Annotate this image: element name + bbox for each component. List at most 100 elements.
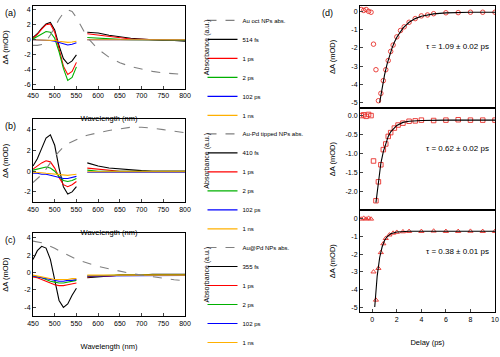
svg-text:-2: -2 [24,51,30,58]
svg-text:700: 700 [136,320,148,327]
svg-text:4: 4 [27,126,31,133]
svg-text:Wavelength (nm): Wavelength (nm) [81,342,138,351]
svg-text:0: 0 [27,36,31,43]
svg-text:1 ns: 1 ns [243,340,254,346]
svg-text:4: 4 [27,234,31,241]
svg-text:τ = 0.62 ± 0.02 ps: τ = 0.62 ± 0.02 ps [426,144,489,153]
svg-text:-5: -5 [351,304,357,311]
svg-text:-4: -4 [24,304,30,311]
svg-text:0: 0 [27,168,31,175]
svg-text:ΔA (mOD): ΔA (mOD) [1,257,10,292]
svg-text:2: 2 [27,252,31,259]
svg-text:650: 650 [114,206,126,213]
svg-text:800: 800 [179,206,191,213]
svg-text:102 ps: 102 ps [243,94,261,100]
svg-text:500: 500 [49,206,61,213]
svg-text:650: 650 [114,320,126,327]
svg-text:-1: -1 [351,26,357,33]
svg-text:10: 10 [491,316,499,323]
svg-text:-1.0: -1.0 [346,150,358,157]
svg-text:-2: -2 [351,44,357,51]
svg-text:2 ps: 2 ps [243,188,254,194]
svg-text:Absorbance (a.u.): Absorbance (a.u.) [203,19,211,75]
svg-text:1 ns: 1 ns [243,226,254,232]
svg-text:1 ps: 1 ps [243,169,254,175]
svg-text:700: 700 [136,92,148,99]
svg-text:500: 500 [49,92,61,99]
svg-text:4: 4 [27,6,31,13]
svg-text:800: 800 [179,92,191,99]
svg-text:-1: -1 [351,233,357,240]
svg-text:ΔA (mOD): ΔA (mOD) [1,143,10,178]
svg-text:450: 450 [27,320,39,327]
svg-text:650: 650 [114,92,126,99]
svg-text:600: 600 [92,206,104,213]
svg-text:Delay (ps): Delay (ps) [410,338,445,347]
svg-text:Absorbance (a.u.): Absorbance (a.u.) [203,133,211,189]
svg-text:Au oct NPs abs.: Au oct NPs abs. [243,18,286,24]
svg-text:(a): (a) [5,8,16,18]
svg-text:0: 0 [354,8,358,15]
svg-text:2: 2 [27,21,31,28]
svg-text:550: 550 [71,320,83,327]
svg-text:2 ps: 2 ps [243,75,254,81]
svg-text:750: 750 [157,92,169,99]
svg-text:1 ps: 1 ps [243,56,254,62]
svg-text:-0.5: -0.5 [346,131,358,138]
svg-text:-2: -2 [351,251,357,258]
svg-text:800: 800 [179,320,191,327]
svg-text:0: 0 [354,215,358,222]
svg-text:102 ps: 102 ps [243,321,261,327]
svg-text:ΔA (mOD): ΔA (mOD) [328,39,337,74]
svg-text:-5: -5 [351,99,357,106]
svg-text:750: 750 [157,206,169,213]
svg-text:-3: -3 [351,63,357,70]
svg-text:-4: -4 [351,286,357,293]
svg-text:2: 2 [395,316,399,323]
svg-text:0: 0 [370,316,374,323]
svg-text:Wavelength (nm): Wavelength (nm) [81,228,138,237]
svg-text:2: 2 [27,147,31,154]
svg-text:4: 4 [419,316,423,323]
svg-text:1 ns: 1 ns [243,113,254,119]
svg-text:ΔA (mOD): ΔA (mOD) [1,30,10,65]
svg-text:1 ps: 1 ps [243,283,254,289]
svg-text:-3: -3 [351,268,357,275]
svg-text:2 ps: 2 ps [243,302,254,308]
svg-text:550: 550 [71,92,83,99]
svg-text:-4: -4 [351,81,357,88]
svg-text:-2: -2 [24,188,30,195]
svg-text:700: 700 [136,206,148,213]
svg-text:514 fs: 514 fs [243,37,259,43]
svg-text:750: 750 [157,320,169,327]
svg-text:410 fs: 410 fs [243,150,259,156]
svg-text:500: 500 [49,320,61,327]
svg-text:0: 0 [27,269,31,276]
svg-text:(b): (b) [5,121,16,131]
svg-text:6: 6 [444,316,448,323]
svg-text:0.0: 0.0 [348,112,358,119]
svg-text:-6: -6 [24,81,30,88]
svg-text:355 fs: 355 fs [243,264,259,270]
svg-text:600: 600 [92,92,104,99]
svg-text:Au-Pd tipped NPs abs.: Au-Pd tipped NPs abs. [243,131,304,137]
svg-text:600: 600 [92,320,104,327]
svg-text:τ = 1.09 ± 0.02 ps: τ = 1.09 ± 0.02 ps [426,42,489,51]
svg-text:Absorbance (a.u.): Absorbance (a.u.) [203,247,211,303]
svg-text:ΔA (mOD): ΔA (mOD) [328,142,337,177]
svg-text:550: 550 [71,206,83,213]
svg-text:Wavelength (nm): Wavelength (nm) [81,114,138,123]
svg-text:Au@Pd NPs abs.: Au@Pd NPs abs. [243,245,290,251]
svg-text:102 ps: 102 ps [243,207,261,213]
svg-text:(d): (d) [322,8,333,18]
svg-text:8: 8 [468,316,472,323]
svg-text:450: 450 [27,206,39,213]
svg-text:-2.0: -2.0 [346,188,358,195]
svg-text:-2: -2 [24,286,30,293]
svg-text:(c): (c) [5,235,16,245]
svg-text:-1.5: -1.5 [346,169,358,176]
svg-text:-4: -4 [24,66,30,73]
svg-text:ΔA (mOD): ΔA (mOD) [328,244,337,279]
svg-text:τ = 0.38 ± 0.01 ps: τ = 0.38 ± 0.01 ps [426,247,489,256]
svg-text:450: 450 [27,92,39,99]
